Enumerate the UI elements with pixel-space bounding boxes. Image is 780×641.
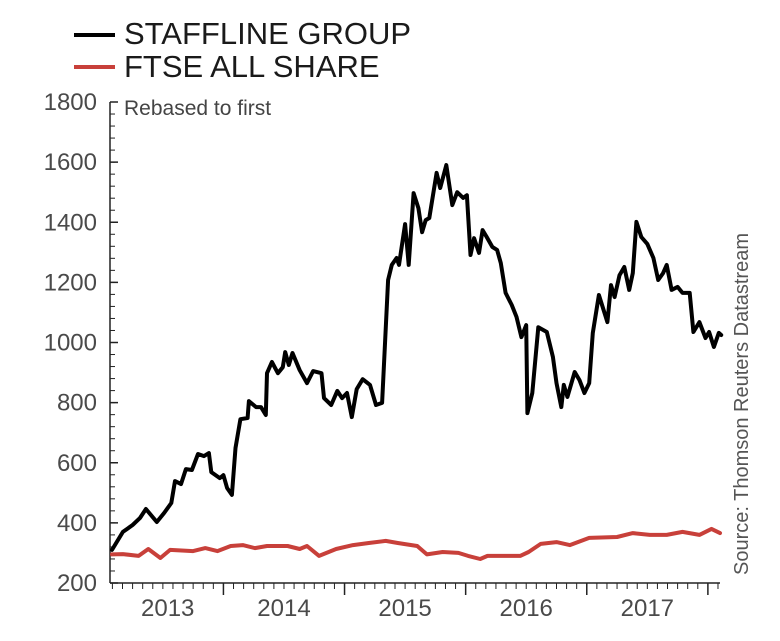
x-tick-label: 2014: [257, 595, 310, 622]
x-tick-label: 2017: [621, 595, 674, 622]
series-group: [110, 163, 724, 561]
legend-label-staffline: STAFFLINE GROUP: [124, 16, 411, 51]
series-line-staffline-group: [110, 163, 724, 552]
legend-label-ftse: FTSE ALL SHARE: [124, 49, 380, 84]
y-tick-label: 1400: [44, 209, 97, 236]
y-tick-label: 1800: [44, 89, 97, 116]
x-tick-label: 2013: [141, 595, 194, 622]
axes: 200 400 600 800 1000 1200 1400 1600 1800 2013 2014…: [44, 89, 720, 622]
x-tick-label: 2016: [500, 595, 553, 622]
y-tick-label: 1600: [44, 149, 97, 176]
y-tick-label: 1000: [44, 330, 97, 357]
source-note: Source: Thomson Reuters Datastream: [731, 233, 753, 575]
y-tick-label: 400: [57, 510, 97, 537]
y-tick-label: 200: [57, 570, 97, 597]
legend: STAFFLINE GROUP FTSE ALL SHARE: [74, 16, 411, 84]
x-tick-label: 2015: [378, 595, 431, 622]
y-tick-label: 600: [57, 450, 97, 477]
series-line-ftse-all-share: [110, 526, 722, 561]
y-tick-label: 1200: [44, 269, 97, 296]
y-tick-label: 800: [57, 390, 97, 417]
chart-subtitle: Rebased to first: [124, 97, 271, 120]
